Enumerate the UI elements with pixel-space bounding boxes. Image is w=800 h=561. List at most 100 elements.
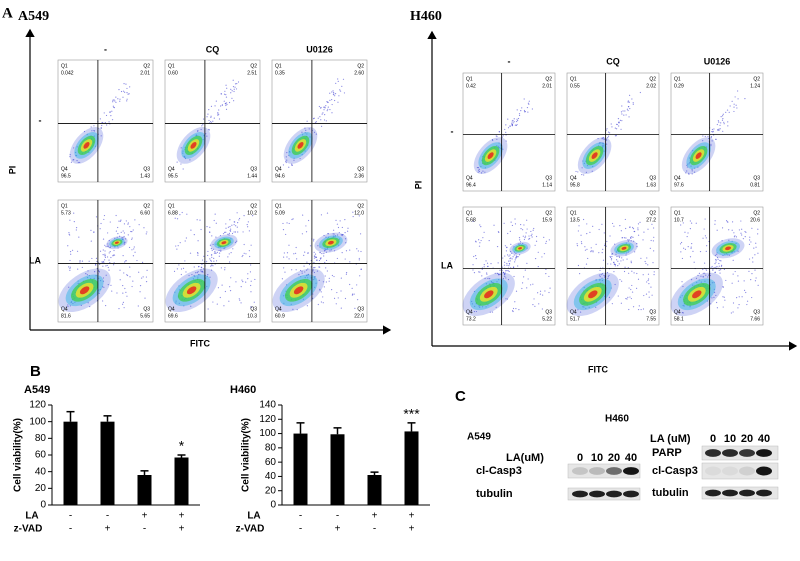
- event-dot: [704, 135, 706, 138]
- event-dot: [213, 252, 216, 254]
- event-dot: [215, 260, 218, 262]
- event-dot: [592, 250, 594, 252]
- event-dot: [206, 226, 208, 228]
- event-dot: [224, 290, 227, 293]
- event-dot: [629, 107, 631, 110]
- event-dot: [653, 274, 655, 276]
- event-dot: [645, 293, 648, 295]
- event-dot: [197, 240, 199, 242]
- event-dot: [585, 263, 588, 265]
- event-dot: [473, 272, 476, 274]
- event-dot: [577, 230, 579, 232]
- event-dot: [510, 250, 512, 253]
- event-dot: [102, 254, 104, 256]
- event-dot: [326, 110, 328, 112]
- event-dot: [689, 256, 692, 258]
- event-dot: [624, 218, 626, 221]
- event-dot: [510, 243, 512, 245]
- event-dot: [476, 166, 479, 169]
- event-dot: [188, 274, 190, 277]
- event-dot: [317, 303, 319, 306]
- event-dot: [304, 251, 306, 253]
- event-dot: [538, 303, 540, 305]
- quadrant-name: Q3: [753, 175, 760, 181]
- condition-mark: -: [299, 524, 302, 535]
- event-dot: [684, 248, 686, 250]
- lane-label: 20: [608, 452, 620, 464]
- event-dot: [479, 271, 481, 273]
- event-dot: [190, 305, 192, 307]
- event-dot: [117, 247, 119, 249]
- event-dot: [145, 281, 148, 283]
- event-dot: [650, 239, 652, 242]
- event-dot: [230, 88, 232, 90]
- significance: ***: [403, 406, 420, 422]
- event-dot: [316, 259, 318, 261]
- event-dot: [511, 252, 513, 254]
- event-dot: [323, 234, 325, 237]
- event-dot: [358, 259, 360, 261]
- event-dot: [524, 235, 527, 237]
- event-dot: [121, 303, 124, 305]
- event-dot: [218, 109, 220, 111]
- event-dot: [702, 272, 704, 274]
- event-dot: [217, 113, 219, 115]
- event-dot: [241, 255, 243, 258]
- event-dot: [607, 131, 610, 133]
- event-dot: [736, 297, 738, 299]
- event-dot: [197, 130, 199, 132]
- flow-plot: [271, 59, 368, 183]
- quadrant-percent: 10.3: [247, 313, 257, 319]
- column-header: CQ: [206, 44, 220, 54]
- quadrant-name: Q1: [466, 76, 473, 82]
- y-axis-label: Cell viability(%): [241, 418, 252, 492]
- event-dot: [621, 120, 623, 122]
- event-dot: [625, 297, 627, 300]
- event-dot: [138, 224, 140, 226]
- event-dot: [548, 291, 550, 294]
- event-dot: [132, 229, 134, 231]
- event-dot: [286, 222, 288, 224]
- event-dot: [217, 287, 220, 289]
- blot-band: [756, 489, 772, 497]
- event-dot: [603, 244, 606, 247]
- event-dot: [580, 241, 583, 243]
- event-dot: [642, 308, 645, 310]
- event-dot: [146, 231, 148, 233]
- event-dot: [752, 261, 754, 263]
- event-dot: [89, 305, 91, 308]
- event-dot: [304, 271, 306, 273]
- event-dot: [690, 222, 693, 224]
- event-dot: [240, 302, 242, 304]
- event-dot: [648, 291, 650, 293]
- event-dot: [603, 138, 605, 141]
- event-dot: [230, 228, 232, 230]
- quadrant-name: Q1: [570, 210, 577, 216]
- event-dot: [99, 228, 101, 230]
- event-dot: [611, 253, 614, 255]
- event-dot: [234, 231, 237, 233]
- density-blob: [484, 290, 494, 299]
- event-dot: [126, 91, 128, 94]
- event-dot: [598, 228, 600, 231]
- event-dot: [715, 258, 717, 261]
- quadrant-name: Q4: [61, 306, 68, 312]
- event-dot: [718, 262, 720, 265]
- event-dot: [125, 220, 127, 222]
- event-dot: [607, 137, 609, 139]
- event-dot: [212, 265, 214, 267]
- event-dot: [248, 230, 250, 232]
- event-dot: [537, 265, 539, 268]
- event-dot: [704, 262, 706, 264]
- event-dot: [306, 261, 308, 263]
- event-dot: [578, 225, 580, 227]
- density-blob: [114, 241, 119, 244]
- event-dot: [622, 110, 624, 112]
- event-dot: [748, 243, 751, 245]
- quadrant-percent: 5.22: [542, 316, 552, 322]
- event-dot: [224, 103, 227, 105]
- event-dot: [722, 113, 724, 115]
- event-dot: [283, 267, 285, 269]
- event-dot: [722, 306, 724, 308]
- event-dot: [119, 100, 121, 102]
